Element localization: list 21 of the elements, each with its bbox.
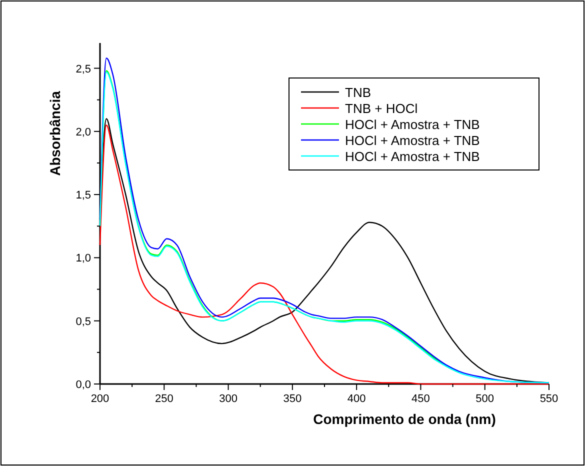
x-tick-label: 300 — [219, 393, 238, 405]
x-tick-label: 400 — [347, 393, 366, 405]
y-tick-label: 0,5 — [76, 316, 91, 328]
y-tick-label: 2,5 — [76, 63, 91, 76]
legend-label: HOCl + Amostra + TNB — [345, 149, 480, 164]
x-tick-label: 350 — [283, 393, 302, 405]
legend-label: HOCl + Amostra + TNB — [345, 133, 480, 148]
y-tick-label: 1,5 — [76, 190, 91, 202]
y-tick-label: 2,0 — [76, 126, 91, 138]
legend-label: HOCl + Amostra + TNB — [345, 117, 480, 132]
y-tick-label: 1,0 — [76, 252, 91, 265]
x-tick-label: 550 — [540, 393, 558, 405]
x-axis-title: Comprimento de onda (nm) — [313, 411, 496, 427]
y-axis-title: Absorbância — [47, 90, 63, 176]
x-tick-label: 450 — [412, 393, 430, 405]
x-tick-label: 200 — [90, 393, 110, 405]
legend-label: TNB + HOCl — [345, 101, 418, 116]
x-tick-label: 250 — [154, 393, 174, 405]
x-tick-label: 500 — [476, 393, 494, 405]
legend-label: TNB — [345, 85, 371, 100]
y-tick-label: 0,0 — [76, 379, 91, 391]
